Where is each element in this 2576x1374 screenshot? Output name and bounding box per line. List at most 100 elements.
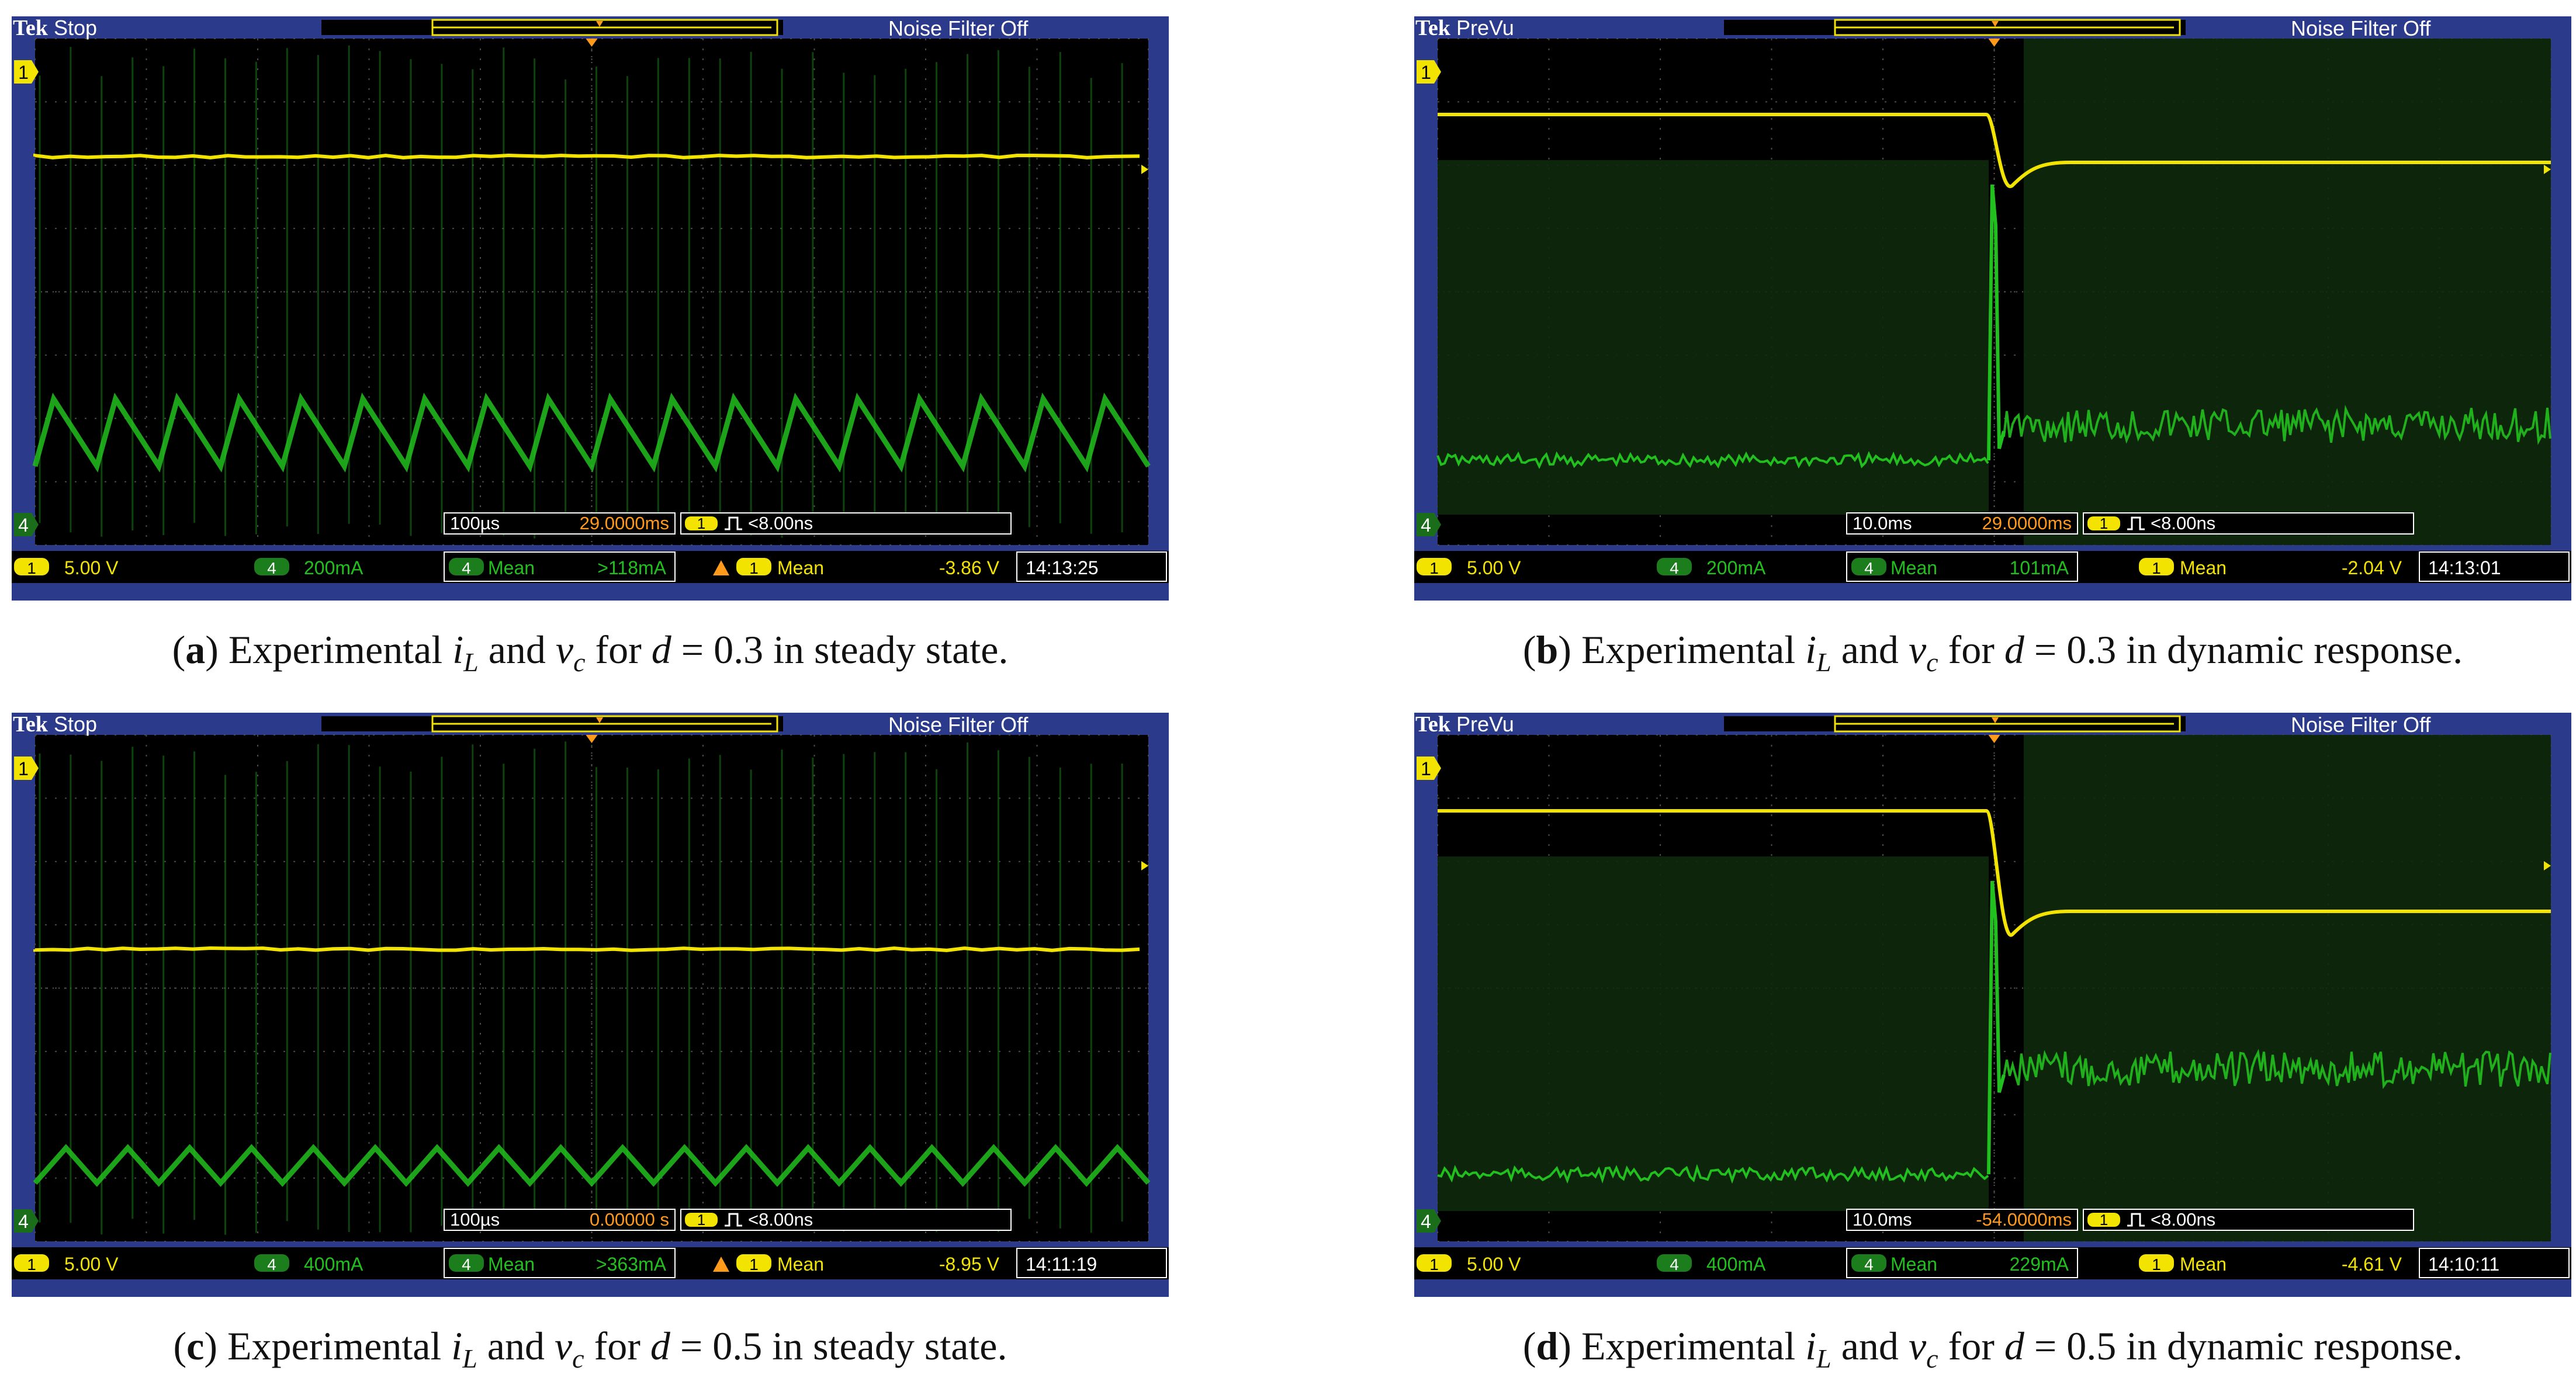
ch4-noise-shade-before [1438,856,1989,1211]
figure-caption: (c) Experimental iL and vc for d = 0.5 i… [173,1324,1007,1373]
meas1-value: -4.61 V [2342,1254,2402,1275]
scope-display: 1 4 Tek PreVu Noise Filter Off 10.0ms -54.0000… [1414,713,2571,1279]
ch4-current-transient [1986,880,2006,1175]
meas1-value: -8.95 V [939,1254,1000,1275]
pulse-trigger-icon [2127,516,2145,530]
caption-and: and [1831,627,1909,672]
figure-panel-d: 1 4 Tek PreVu Noise Filter Off 10.0ms -54.0000… [1414,713,2571,1373]
trigger-position-label: 0.00000 s [590,1209,669,1230]
ch1-marker-shape [1417,60,1441,84]
d-symbol: d [650,1324,670,1368]
ch4-current-transient [1986,184,2006,461]
trigger-width-label: <8.00ns [748,513,813,533]
caption-letter: c [186,1324,205,1368]
acquisition-state: Stop [54,713,97,736]
ch1-scale: 5.00 V [1467,557,1521,578]
ch4-scale-badge [1657,1254,1692,1272]
trigger-source-label: 1 [697,515,705,532]
ch1-marker-shape [1417,757,1441,780]
trigger-level-arrow [1141,861,1148,870]
v-subscript: c [1926,1344,1938,1373]
caption-d-value: 0.3 [2066,627,2117,672]
oscilloscope-screen: 1 4 Tek Stop Noise Filter Off 100µs 29.0000ms 1… [12,16,1169,601]
ch1-scale-badge-label: 1 [27,1255,36,1274]
pulse-trigger-icon [725,516,742,530]
i-symbol: i [451,1324,463,1368]
oscilloscope-screen: 1 4 Tek PreVu Noise Filter Off 10.0ms -54.0000… [1414,713,2571,1297]
caption-eq: = [670,1324,713,1368]
ch4-scale-badge [254,1254,289,1272]
figure-panel-a: 1 4 Tek Stop Noise Filter Off 100µs 29.0000ms 1… [12,16,1169,682]
caption-and: and [477,1324,555,1368]
ch4-current-after-step [2003,1049,2551,1090]
meas4-badge [1851,558,1886,575]
caption-pre: Experimental [228,627,453,672]
record-window-box [431,19,778,36]
timebase-label: 10.0ms [1853,513,1912,533]
warning-icon [713,560,729,575]
meas1-value: -2.04 V [2342,557,2402,578]
i-subscript: L [1816,647,1831,677]
ch1-capacitor-voltage-trace [1438,809,2551,937]
caption-letter: a [185,627,206,672]
meas1-badge [2139,1254,2174,1272]
status-bar [1414,1247,2571,1279]
trigger-level-arrow [1141,165,1148,174]
ch4-marker-label: 4 [1421,515,1431,536]
ch4-scale-badge [254,558,289,575]
meas1-badge-label: 1 [749,559,759,577]
timebase-label: 100µs [450,513,500,533]
meas4-badge [449,558,484,575]
meas1-label: Mean [2180,1254,2227,1275]
trigger-width-label: <8.00ns [2151,1209,2215,1230]
figure-panel-b: 1 4 Tek PreVu Noise Filter Off 10.0ms 29.0000m… [1414,16,2571,682]
ch1-marker-label: 1 [18,758,29,779]
meas4-box [1846,551,2078,582]
brand-logo: Tek [13,713,49,737]
acquisition-state: Stop [54,16,97,40]
expansion-point-marker [586,735,598,743]
ch4-marker-shape [1417,1209,1441,1233]
trigger-level-arrow [2544,861,2551,870]
timebase-box [444,512,676,535]
caption-for: for [584,1324,650,1368]
waveforms [1436,39,2551,545]
ch1-scale-badge-label: 1 [1429,559,1439,577]
expansion-point-marker [1988,39,2000,47]
meas1-badge-label: 1 [749,1255,759,1274]
ch1-ground-marker: 1 [14,757,39,780]
ch4-scale-badge-label: 4 [267,1255,276,1274]
meas1-value: -3.86 V [939,557,1000,578]
scope-display: 1 4 Tek Stop Noise Filter Off 100µs 29.0000ms 1… [12,16,1169,583]
meas4-label: Mean [1891,557,1937,578]
ch1-scale-badge [14,1254,49,1272]
ch1-scale: 5.00 V [1467,1254,1521,1275]
clock-box [2419,551,2570,582]
acquisition-state: PreVu [1456,16,1514,40]
trigger-box [2083,1209,2414,1231]
noise-filter-status: Noise Filter Off [888,16,1029,40]
expansion-point-marker [586,39,598,47]
ch4-marker-shape [14,513,39,536]
waveforms [1437,735,2551,1241]
ch4-marker-shape [1417,513,1441,536]
timebase-box [444,1209,676,1231]
timebase-label: 10.0ms [1853,1209,1912,1230]
expansion-point-marker [1988,735,2000,743]
record-window-box [431,715,778,733]
brand-logo: Tek [1415,713,1451,737]
trigger-source-badge [2087,1213,2120,1227]
caption-pre: Experimental [1581,1324,1806,1368]
ch4-marker-label: 4 [1421,1211,1431,1232]
ch4-noise-shade-after [2023,735,2551,1241]
ch1-marker-label: 1 [1421,758,1431,779]
warning-icon [713,1257,729,1272]
meas4-box [444,1248,676,1278]
meas4-badge [1851,1254,1886,1272]
trigger-source-label: 1 [2100,1211,2108,1229]
meas4-value: >118mA [597,557,666,578]
ch1-marker-label: 1 [18,62,29,83]
trigger-position-label: 29.0000ms [580,513,669,533]
figure-panel-c: 1 4 Tek Stop Noise Filter Off 100µs 0.00000 s 1… [12,713,1169,1373]
caption-eq: = [2024,1324,2067,1368]
